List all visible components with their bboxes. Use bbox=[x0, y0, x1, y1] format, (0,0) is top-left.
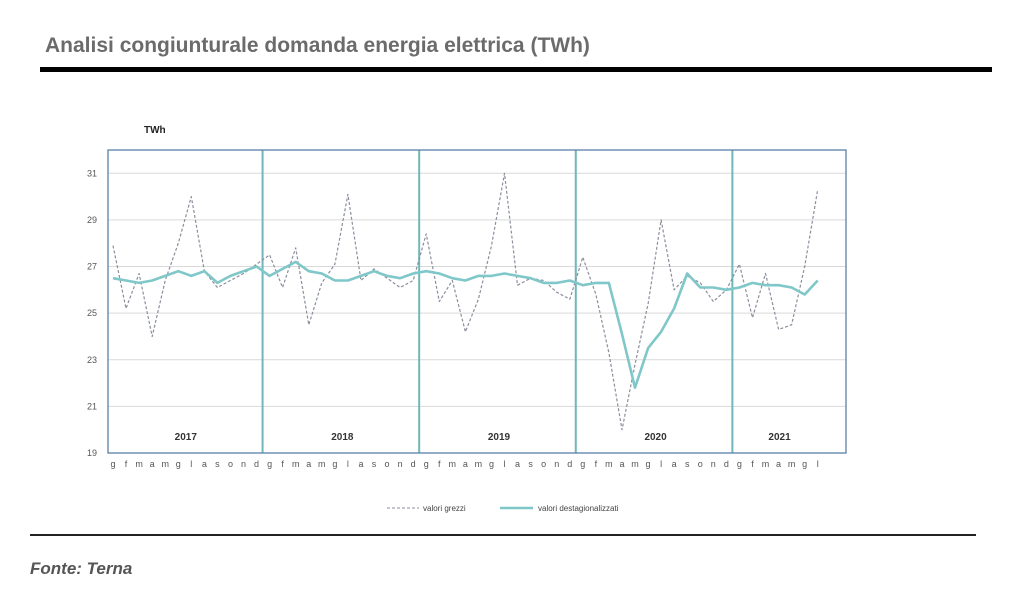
x-tick-label: s bbox=[215, 459, 220, 469]
x-tick-label: f bbox=[751, 459, 754, 469]
x-tick-label: l bbox=[347, 459, 349, 469]
page-title: Analisi congiunturale domanda energia el… bbox=[45, 34, 590, 57]
x-tick-label: d bbox=[254, 459, 259, 469]
series-layer bbox=[112, 172, 819, 431]
grid-layer bbox=[108, 172, 846, 407]
x-tick-label: o bbox=[385, 459, 390, 469]
x-tick-label: d bbox=[567, 459, 572, 469]
x-tick-label: l bbox=[190, 459, 192, 469]
year-label: 2021 bbox=[768, 432, 791, 443]
x-tick-label: d bbox=[724, 459, 729, 469]
x-tick-label: a bbox=[306, 459, 311, 469]
x-tick-label: f bbox=[595, 459, 598, 469]
x-tick-label: a bbox=[202, 459, 207, 469]
x-tick-label: g bbox=[176, 459, 181, 469]
x-tick-label: n bbox=[398, 459, 403, 469]
y-tick-label: 19 bbox=[87, 448, 97, 458]
year-label: 2020 bbox=[644, 432, 667, 443]
y-tick-label: 29 bbox=[87, 215, 97, 225]
plot-frame bbox=[107, 149, 847, 454]
x-tick-label: o bbox=[541, 459, 546, 469]
year-divider-layer bbox=[261, 150, 734, 453]
y-tick-label: 23 bbox=[87, 355, 97, 365]
source-note: Fonte: Terna bbox=[30, 559, 133, 578]
legend-raw-label: valori grezzi bbox=[423, 504, 466, 513]
footer-divider bbox=[30, 534, 976, 536]
y-tick-label: 21 bbox=[87, 401, 97, 411]
x-tick-label: s bbox=[372, 459, 377, 469]
legend: valori grezzi valori destagionalizzati bbox=[387, 504, 619, 513]
x-tick-label: m bbox=[605, 459, 613, 469]
x-tick-label: f bbox=[438, 459, 441, 469]
x-tick-label: n bbox=[554, 459, 559, 469]
y-axis-unit: TWh bbox=[144, 125, 166, 136]
x-tick-label: m bbox=[161, 459, 169, 469]
x-tick-label: m bbox=[135, 459, 143, 469]
year-label: 2019 bbox=[488, 432, 511, 443]
x-tick-label: a bbox=[776, 459, 781, 469]
y-tick-label: 31 bbox=[87, 168, 97, 178]
x-tick-label: f bbox=[125, 459, 128, 469]
x-tick-label: m bbox=[475, 459, 483, 469]
x-tick-label: g bbox=[424, 459, 429, 469]
x-tick-label: s bbox=[528, 459, 533, 469]
x-tick-label: g bbox=[580, 459, 585, 469]
x-tick-label: g bbox=[110, 459, 115, 469]
x-tick-label: g bbox=[267, 459, 272, 469]
x-tick-label: d bbox=[411, 459, 416, 469]
x-tick-label: a bbox=[463, 459, 468, 469]
x-tick-label: a bbox=[150, 459, 155, 469]
x-tick-label: g bbox=[646, 459, 651, 469]
x-tick-label: l bbox=[660, 459, 662, 469]
x-tick-label: a bbox=[358, 459, 363, 469]
x-tick-label: g bbox=[802, 459, 807, 469]
x-tick-label: l bbox=[504, 459, 506, 469]
year-label: 2018 bbox=[331, 432, 354, 443]
x-tick-label: g bbox=[737, 459, 742, 469]
x-tick-label: a bbox=[515, 459, 520, 469]
x-tick-label: m bbox=[762, 459, 770, 469]
x-tick-label: o bbox=[228, 459, 233, 469]
x-tick-label: a bbox=[672, 459, 677, 469]
x-tick-label: m bbox=[318, 459, 326, 469]
x-tick-label: n bbox=[241, 459, 246, 469]
x-tick-label: g bbox=[489, 459, 494, 469]
x-tick-label: a bbox=[619, 459, 624, 469]
x-tick-label: g bbox=[332, 459, 337, 469]
x-tick-label: m bbox=[292, 459, 300, 469]
x-tick-label: f bbox=[281, 459, 284, 469]
x-tick-label: m bbox=[449, 459, 457, 469]
x-tick-label: l bbox=[817, 459, 819, 469]
x-tick-label: n bbox=[711, 459, 716, 469]
x-tick-label: o bbox=[698, 459, 703, 469]
y-tick-label: 25 bbox=[87, 308, 97, 318]
seasonal-values-line bbox=[112, 260, 819, 390]
y-tick-label: 27 bbox=[87, 262, 97, 272]
year-label: 2017 bbox=[175, 432, 198, 443]
x-tick-label: s bbox=[685, 459, 690, 469]
x-tick-label: m bbox=[631, 459, 639, 469]
x-tick-label: m bbox=[788, 459, 796, 469]
year-label-layer: 2017 2018 2019 2020 2021 bbox=[175, 432, 791, 443]
title-divider bbox=[40, 67, 992, 72]
legend-seasonal-label: valori destagionalizzati bbox=[538, 504, 619, 513]
raw-values-line bbox=[112, 172, 819, 431]
